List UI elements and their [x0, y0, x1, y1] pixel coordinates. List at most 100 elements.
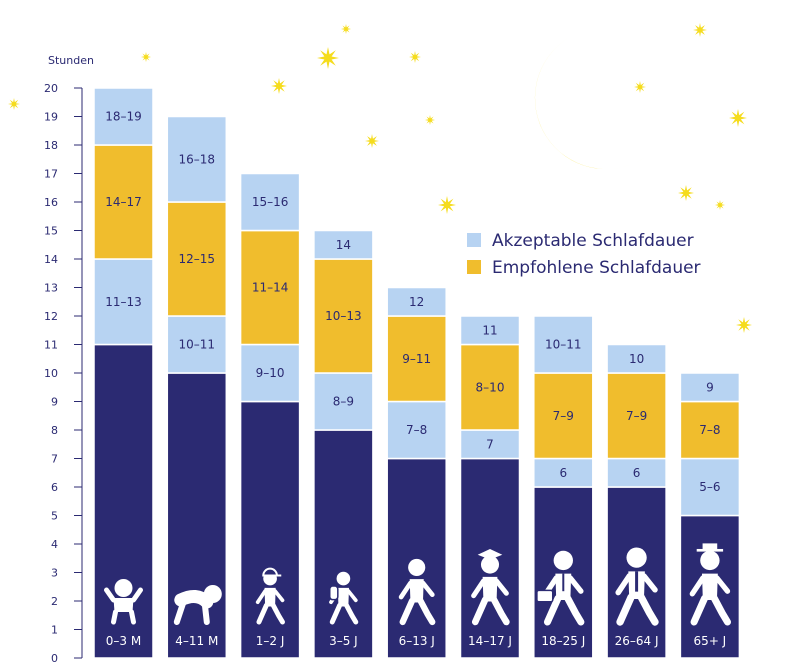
- bar-segment-recommended: [679, 400, 741, 460]
- y-tick-label: 20: [44, 82, 58, 95]
- y-tick-label: 1: [51, 624, 58, 637]
- star-icon: [341, 24, 351, 34]
- segment-value-label: 7–9: [626, 409, 647, 423]
- bar-segment-acceptable: [93, 258, 154, 346]
- bar-group: 10–11 12–15 16–18 4–11 M: [166, 115, 228, 659]
- bar-group: 5–6 7–8 9 65+ J: [679, 372, 741, 659]
- star-icon: [715, 200, 725, 210]
- star-icon: [8, 98, 20, 110]
- bar-segment-recommended: [166, 201, 228, 317]
- bar-segment-base: [239, 400, 301, 659]
- y-tick-label: 14: [44, 253, 58, 266]
- star-icon: [409, 51, 421, 63]
- category-label: 65+ J: [694, 634, 727, 648]
- y-tick-label: 9: [51, 396, 58, 409]
- bar-segment-base: [93, 343, 154, 659]
- crawling-baby-icon: [173, 585, 222, 625]
- y-tick-label: 3: [51, 567, 58, 580]
- y-tick-label: 19: [44, 111, 58, 124]
- bar-group: 7–8 9–11 12 6–13 J: [386, 286, 447, 659]
- bar-segment-recommended: [606, 372, 667, 460]
- night-sky-decoration: [8, 23, 752, 333]
- segment-value-label: 6: [633, 466, 641, 480]
- bar-segment-base: [313, 429, 374, 659]
- y-tick-label: 6: [51, 481, 58, 494]
- segment-value-label: 5–6: [699, 480, 720, 494]
- child-backpack-icon: [329, 571, 359, 625]
- bar-group: 8–9 10–13 14 3–5 J: [313, 229, 374, 659]
- baby-icon: [104, 579, 143, 625]
- y-tick-label: 17: [44, 168, 58, 181]
- star-icon: [141, 52, 151, 62]
- segment-value-label: 7: [486, 437, 494, 451]
- category-label: 26–64 J: [615, 634, 659, 648]
- bar-segment-acceptable: [313, 229, 374, 260]
- bar-segment-base: [166, 372, 228, 659]
- segment-value-label: 11–13: [105, 295, 142, 309]
- bar-segment-acceptable: [386, 286, 447, 317]
- star-icon: [271, 78, 287, 94]
- bar-segment-acceptable: [313, 372, 374, 431]
- y-tick-label: 4: [51, 538, 58, 551]
- star-icon: [736, 317, 752, 333]
- bar-group: 11–13 14–17 18–19 0–3 M: [93, 87, 154, 659]
- bar-segment-recommended: [93, 144, 154, 260]
- segment-value-label: 8–9: [333, 395, 354, 409]
- segment-value-label: 12: [409, 295, 424, 309]
- legend-swatch: [467, 233, 481, 247]
- y-tick-label: 0: [51, 652, 58, 665]
- toddler-cap-icon: [255, 567, 285, 625]
- segment-value-label: 12–15: [179, 252, 216, 266]
- category-label: 14–17 J: [468, 634, 512, 648]
- category-label: 6–13 J: [399, 634, 435, 648]
- adult-tie-icon: [615, 547, 659, 626]
- bar-segment-acceptable: [239, 172, 301, 232]
- segment-value-label: 8–10: [476, 380, 505, 394]
- segment-value-label: 7–9: [553, 409, 574, 423]
- y-tick-label: 12: [44, 310, 58, 323]
- senior-hat-icon: [689, 542, 732, 626]
- segment-value-label: 11–14: [252, 281, 289, 295]
- y-tick-label: 8: [51, 424, 58, 437]
- y-axis-label: Stunden: [48, 54, 94, 67]
- segment-value-label: 9–10: [256, 366, 285, 380]
- bar-segment-recommended: [386, 315, 447, 403]
- bar-segment-recommended: [313, 258, 374, 374]
- bar-segment-acceptable: [459, 315, 521, 346]
- student-briefcase-icon: [536, 550, 585, 626]
- legend-label: Akzeptable Schlafdauer: [492, 231, 694, 251]
- segment-value-label: 14–17: [105, 195, 142, 209]
- bar-group: 6 7–9 10–11 18–25 J: [533, 315, 594, 659]
- bar-segment-acceptable: [606, 343, 667, 374]
- segment-value-label: 9: [706, 380, 714, 394]
- legend-label: Empfohlene Schlafdauer: [492, 258, 701, 278]
- bar-segment-acceptable: [533, 315, 594, 374]
- star-icon: [678, 185, 694, 201]
- segment-value-label: 11: [482, 323, 497, 337]
- bar-segment-acceptable: [679, 372, 741, 403]
- star-icon: [438, 196, 456, 214]
- star-icon: [317, 47, 339, 69]
- segment-value-label: 7–8: [699, 423, 720, 437]
- y-tick-label: 2: [51, 595, 58, 608]
- child-running-icon: [398, 558, 436, 626]
- category-label: 3–5 J: [329, 634, 358, 648]
- bar-segment-acceptable: [166, 115, 228, 203]
- segment-value-label: 10–13: [325, 309, 362, 323]
- bar-segment-recommended: [239, 229, 301, 346]
- segment-value-label: 9–11: [402, 352, 431, 366]
- bar-group: 7 8–10 11 14–17 J: [459, 315, 521, 659]
- y-tick-label: 18: [44, 139, 58, 152]
- segment-value-label: 18–19: [105, 110, 142, 124]
- star-icon: [729, 109, 747, 127]
- graduate-icon: [471, 549, 510, 626]
- bar-segment-acceptable: [606, 457, 667, 488]
- y-tick-label: 10: [44, 367, 58, 380]
- bar-segment-acceptable: [93, 87, 154, 146]
- y-tick-label: 15: [44, 225, 58, 238]
- star-icon: [693, 23, 707, 37]
- segment-value-label: 16–18: [179, 152, 216, 166]
- y-tick-label: 16: [44, 196, 58, 209]
- segment-value-label: 7–8: [406, 423, 427, 437]
